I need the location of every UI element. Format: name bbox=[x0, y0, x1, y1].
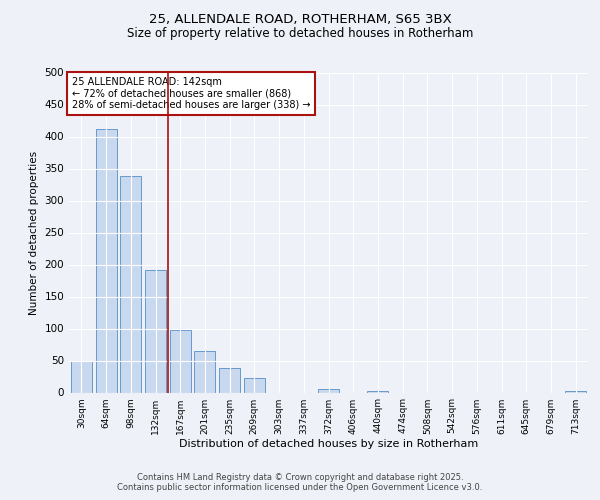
Text: 25, ALLENDALE ROAD, ROTHERHAM, S65 3BX: 25, ALLENDALE ROAD, ROTHERHAM, S65 3BX bbox=[149, 12, 451, 26]
Bar bbox=[145, 270, 166, 392]
Bar bbox=[170, 330, 191, 392]
Bar bbox=[194, 351, 215, 393]
Bar bbox=[565, 391, 586, 392]
Bar bbox=[120, 176, 141, 392]
Text: Contains HM Land Registry data © Crown copyright and database right 2025.
Contai: Contains HM Land Registry data © Crown c… bbox=[118, 473, 482, 492]
Bar bbox=[219, 368, 240, 392]
Bar bbox=[367, 390, 388, 392]
Y-axis label: Number of detached properties: Number of detached properties bbox=[29, 150, 39, 314]
Bar bbox=[95, 129, 116, 392]
Bar bbox=[71, 360, 92, 392]
Bar bbox=[244, 378, 265, 392]
Bar bbox=[318, 390, 339, 392]
Text: Size of property relative to detached houses in Rotherham: Size of property relative to detached ho… bbox=[127, 28, 473, 40]
Text: 25 ALLENDALE ROAD: 142sqm
← 72% of detached houses are smaller (868)
28% of semi: 25 ALLENDALE ROAD: 142sqm ← 72% of detac… bbox=[71, 78, 310, 110]
X-axis label: Distribution of detached houses by size in Rotherham: Distribution of detached houses by size … bbox=[179, 440, 478, 450]
